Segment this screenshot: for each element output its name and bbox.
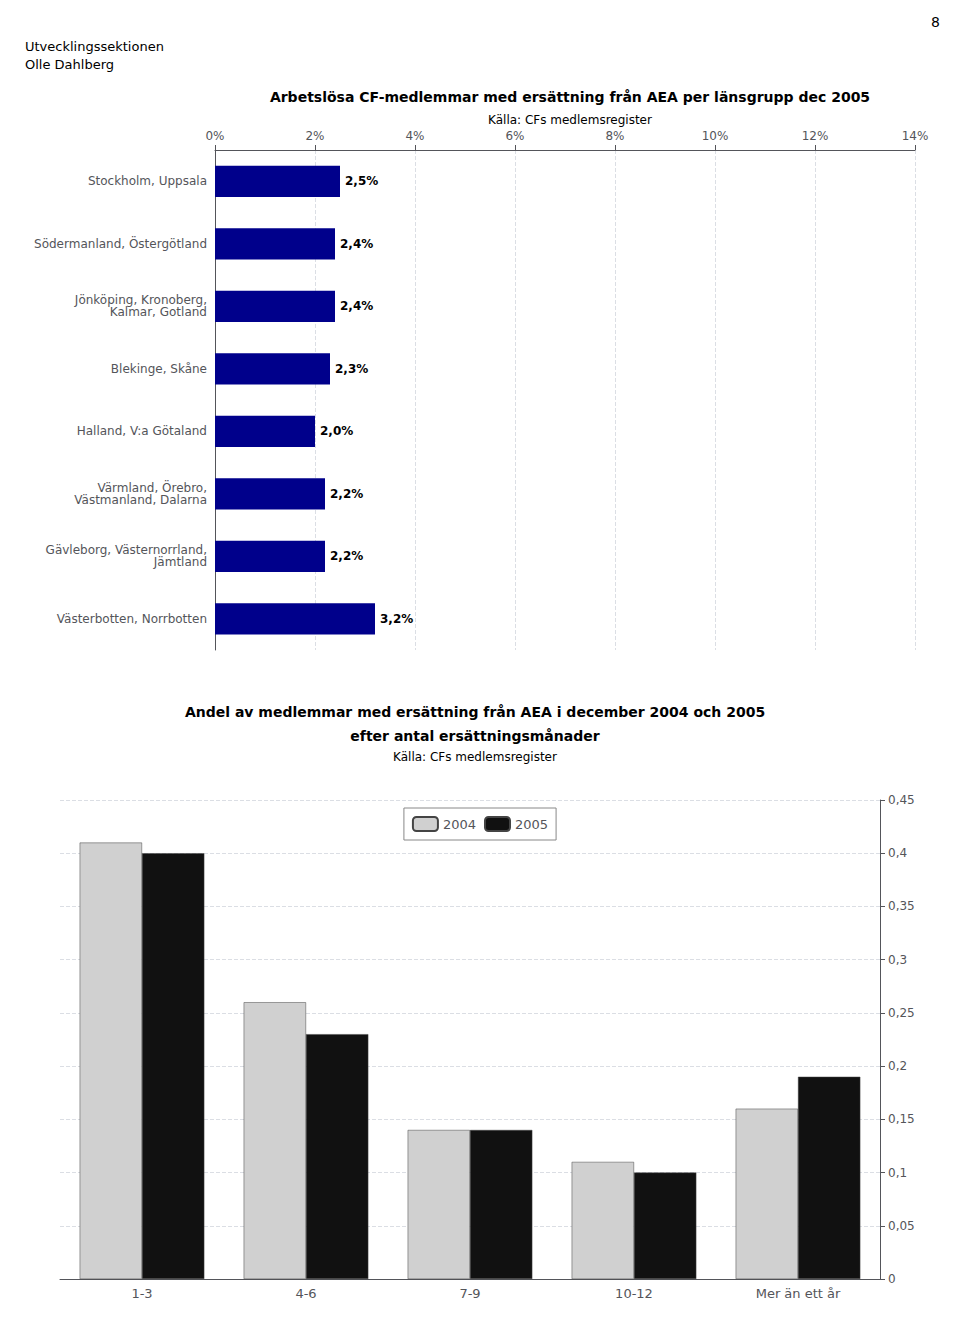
svg-text:8: 8	[931, 14, 940, 30]
svg-text:7-9: 7-9	[459, 1286, 480, 1301]
svg-text:Utvecklingssektionen: Utvecklingssektionen	[25, 39, 164, 54]
svg-text:0,25: 0,25	[888, 1006, 915, 1020]
svg-text:Olle Dahlberg: Olle Dahlberg	[25, 57, 114, 72]
svg-text:10%: 10%	[702, 129, 729, 143]
svg-text:Västmanland, Dalarna: Västmanland, Dalarna	[74, 493, 207, 507]
svg-text:0,05: 0,05	[888, 1219, 915, 1233]
svg-text:4%: 4%	[405, 129, 424, 143]
svg-text:Södermanland, Östergötland: Södermanland, Östergötland	[34, 235, 207, 251]
svg-text:8%: 8%	[605, 129, 624, 143]
svg-text:1-3: 1-3	[131, 1286, 152, 1301]
svg-text:0,1: 0,1	[888, 1166, 907, 1180]
svg-text:0: 0	[888, 1272, 896, 1286]
svg-text:Värmland, Örebro,: Värmland, Örebro,	[97, 480, 207, 495]
svg-text:3,2%: 3,2%	[380, 612, 413, 626]
svg-text:0,2: 0,2	[888, 1059, 907, 1073]
svg-text:Källa: CFs medlemsregister: Källa: CFs medlemsregister	[393, 750, 557, 764]
svg-text:2,3%: 2,3%	[335, 362, 368, 376]
svg-text:6%: 6%	[505, 129, 524, 143]
svg-text:Blekinge, Skåne: Blekinge, Skåne	[111, 362, 207, 376]
svg-text:2%: 2%	[305, 129, 324, 143]
svg-text:Arbetslösa CF-medlemmar med er: Arbetslösa CF-medlemmar med ersättning f…	[270, 89, 870, 105]
svg-text:Halland, V:a Götaland: Halland, V:a Götaland	[77, 424, 207, 438]
svg-text:0,4: 0,4	[888, 846, 907, 860]
svg-text:Kalmar, Gotland: Kalmar, Gotland	[110, 305, 207, 319]
svg-text:Källa: CFs medlemsregister: Källa: CFs medlemsregister	[488, 113, 652, 127]
svg-text:Jönköping, Kronoberg,: Jönköping, Kronoberg,	[74, 293, 207, 308]
svg-text:12%: 12%	[802, 129, 829, 143]
svg-text:2,5%: 2,5%	[345, 174, 378, 188]
svg-text:Andel av medlemmar med ersättn: Andel av medlemmar med ersättning från A…	[185, 704, 765, 720]
svg-text:2,2%: 2,2%	[330, 487, 363, 501]
svg-text:2004: 2004	[443, 817, 476, 832]
svg-text:0%: 0%	[205, 129, 224, 143]
svg-text:14%: 14%	[902, 129, 929, 143]
svg-text:0,35: 0,35	[888, 899, 915, 913]
svg-text:10-12: 10-12	[615, 1286, 653, 1301]
svg-text:Västerbotten, Norrbotten: Västerbotten, Norrbotten	[57, 612, 207, 626]
svg-text:4-6: 4-6	[295, 1286, 316, 1301]
svg-text:2005: 2005	[515, 817, 548, 832]
svg-text:Gävleborg, Västernorrland,: Gävleborg, Västernorrland,	[45, 543, 207, 558]
svg-text:Jämtland: Jämtland	[153, 555, 207, 569]
svg-text:0,15: 0,15	[888, 1112, 915, 1126]
svg-text:2,2%: 2,2%	[330, 549, 363, 563]
svg-text:0,45: 0,45	[888, 793, 915, 807]
svg-text:0,3: 0,3	[888, 953, 907, 967]
svg-text:Stockholm, Uppsala: Stockholm, Uppsala	[88, 174, 207, 188]
svg-text:Mer än ett år: Mer än ett år	[756, 1286, 841, 1301]
svg-text:efter antal ersättningsmånader: efter antal ersättningsmånader	[350, 728, 599, 744]
svg-text:2,4%: 2,4%	[340, 237, 373, 251]
svg-text:2,0%: 2,0%	[320, 424, 353, 438]
svg-text:2,4%: 2,4%	[340, 299, 373, 313]
